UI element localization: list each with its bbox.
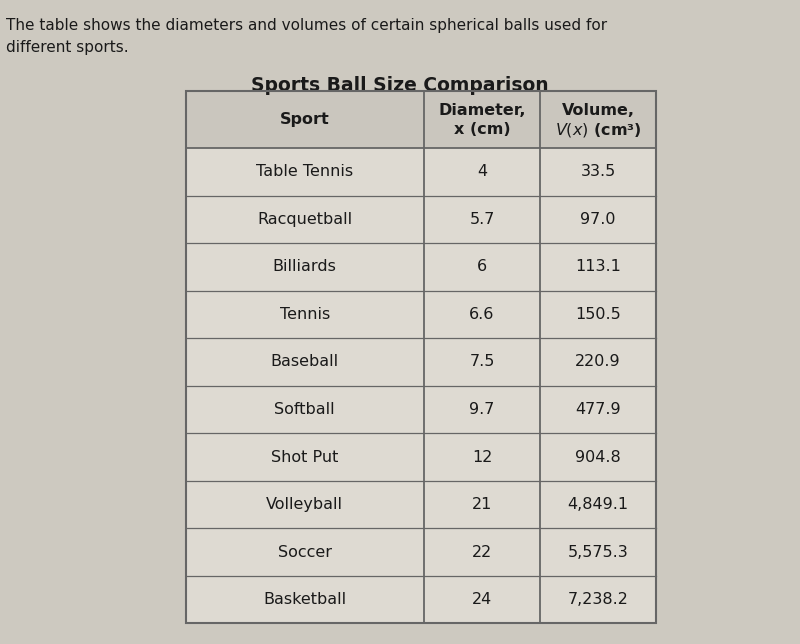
Text: Volume,: Volume, <box>562 103 634 118</box>
Text: 6.6: 6.6 <box>470 307 494 322</box>
Text: 97.0: 97.0 <box>580 212 616 227</box>
Text: 24: 24 <box>472 592 492 607</box>
Text: 7.5: 7.5 <box>470 354 494 370</box>
Text: Baseball: Baseball <box>270 354 339 370</box>
Text: 21: 21 <box>472 497 492 512</box>
Text: different sports.: different sports. <box>6 40 129 55</box>
Text: Soccer: Soccer <box>278 545 332 560</box>
Text: 4,849.1: 4,849.1 <box>567 497 629 512</box>
Text: 12: 12 <box>472 450 492 464</box>
Text: 4: 4 <box>477 164 487 180</box>
Text: 5,575.3: 5,575.3 <box>568 545 628 560</box>
Text: Shot Put: Shot Put <box>271 450 338 464</box>
Bar <box>186 91 656 623</box>
Text: x (cm): x (cm) <box>454 122 510 137</box>
Text: 9.7: 9.7 <box>470 402 494 417</box>
Text: Racquetball: Racquetball <box>258 212 352 227</box>
Text: Table Tennis: Table Tennis <box>256 164 354 180</box>
Text: Basketball: Basketball <box>263 592 346 607</box>
Text: Sports Ball Size Comparison: Sports Ball Size Comparison <box>251 76 549 95</box>
Text: Diameter,: Diameter, <box>438 103 526 118</box>
Text: 150.5: 150.5 <box>575 307 621 322</box>
Bar <box>186 91 656 148</box>
Text: 7,238.2: 7,238.2 <box>567 592 629 607</box>
Text: 22: 22 <box>472 545 492 560</box>
Text: Tennis: Tennis <box>280 307 330 322</box>
Text: 33.5: 33.5 <box>580 164 616 180</box>
Text: Softball: Softball <box>274 402 335 417</box>
Text: 477.9: 477.9 <box>575 402 621 417</box>
Text: 5.7: 5.7 <box>470 212 494 227</box>
Bar <box>186 91 656 623</box>
Text: 904.8: 904.8 <box>575 450 621 464</box>
Text: 113.1: 113.1 <box>575 260 621 274</box>
Text: 6: 6 <box>477 260 487 274</box>
Text: The table shows the diameters and volumes of certain spherical balls used for: The table shows the diameters and volume… <box>6 18 607 33</box>
Text: 220.9: 220.9 <box>575 354 621 370</box>
Text: $\mathit{V(x)}$ (cm³): $\mathit{V(x)}$ (cm³) <box>554 121 642 139</box>
Text: Billiards: Billiards <box>273 260 337 274</box>
Text: Sport: Sport <box>280 112 330 128</box>
Text: Volleyball: Volleyball <box>266 497 343 512</box>
